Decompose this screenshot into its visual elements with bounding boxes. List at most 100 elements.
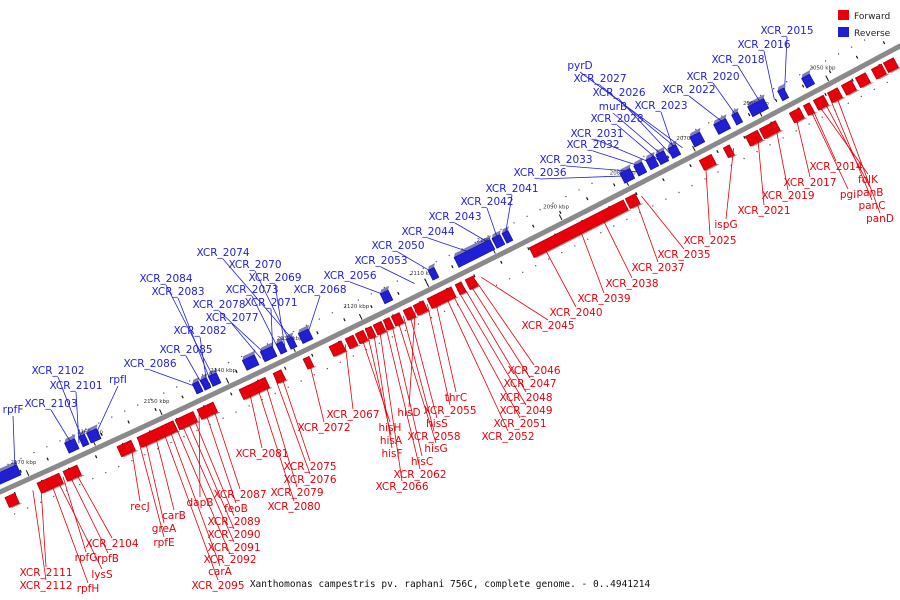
guide-dot bbox=[357, 299, 360, 301]
guide-dot bbox=[643, 155, 645, 158]
gene-label: XCR_2058 bbox=[407, 431, 460, 443]
gene-label: XCR_2014 bbox=[809, 161, 862, 173]
guide-dot bbox=[487, 235, 489, 237]
label-leader bbox=[396, 318, 437, 444]
guide-dot bbox=[565, 195, 567, 198]
guide-dot bbox=[391, 336, 394, 338]
gene-shade bbox=[876, 73, 890, 80]
label-leader bbox=[612, 112, 665, 158]
gene-label: pgi bbox=[840, 189, 856, 201]
gene-shade bbox=[243, 387, 273, 400]
guide-dot bbox=[13, 513, 16, 515]
guide-dot bbox=[513, 222, 515, 224]
guide-dot bbox=[53, 495, 55, 498]
gene-label: XCR_2052 bbox=[481, 431, 534, 443]
label-leader-lines bbox=[12, 36, 881, 584]
gene-label: XCR_2080 bbox=[267, 501, 320, 513]
guide-dot bbox=[287, 386, 289, 388]
label-leader bbox=[579, 71, 683, 149]
gene-label: XCR_2037 bbox=[631, 262, 684, 274]
label-leader bbox=[372, 330, 393, 449]
label-leader bbox=[32, 490, 47, 581]
gene-shade bbox=[0, 460, 18, 473]
guide-dot bbox=[604, 175, 606, 178]
guide-dot bbox=[157, 448, 159, 450]
gene-label: XCR_2066 bbox=[375, 481, 428, 493]
guide-dot bbox=[652, 205, 654, 207]
gene-label: XCR_2016 bbox=[737, 39, 790, 51]
axis-mark bbox=[824, 92, 827, 97]
gene-label: XCR_2055 bbox=[423, 405, 476, 417]
axis-tick bbox=[425, 281, 430, 287]
label-leader bbox=[57, 376, 84, 442]
label-leader bbox=[456, 289, 527, 406]
axis-mark bbox=[500, 260, 503, 264]
label-leader bbox=[408, 312, 438, 419]
axis-mark bbox=[46, 457, 49, 461]
gene-shade bbox=[86, 424, 98, 434]
gene-shade bbox=[454, 235, 491, 258]
gene-label: XCR_2072 bbox=[297, 422, 350, 434]
axis-mark bbox=[666, 155, 670, 159]
gene-label: XCR_2044 bbox=[401, 226, 454, 238]
gene-label: XCR_2075 bbox=[283, 461, 336, 473]
guide-dot bbox=[691, 185, 693, 187]
guide-dot bbox=[20, 457, 22, 460]
gene-label: XCR_2018 bbox=[711, 54, 764, 66]
guide-dot bbox=[873, 88, 875, 91]
gene-shade bbox=[534, 209, 632, 258]
guide-dot bbox=[435, 261, 437, 263]
gene-label: hisH bbox=[379, 422, 402, 434]
guide-dot bbox=[509, 278, 511, 280]
legend-forward-swatch bbox=[838, 10, 849, 20]
guide-dot bbox=[539, 209, 541, 211]
gene-shade bbox=[9, 503, 23, 508]
gene-shade bbox=[808, 112, 818, 116]
guide-dot bbox=[201, 374, 204, 376]
gene-shade bbox=[276, 337, 284, 345]
gene-label: XCR_2068 bbox=[293, 284, 346, 296]
guide-dot bbox=[626, 218, 628, 220]
axis-mark bbox=[801, 84, 805, 88]
axis-tick-label: 2170 kbp bbox=[10, 460, 36, 466]
label-leader bbox=[218, 310, 268, 356]
axis-mark bbox=[343, 318, 346, 322]
gene-label: XCR_2020 bbox=[686, 71, 739, 83]
guide-dot bbox=[535, 265, 537, 267]
guide-dot bbox=[756, 151, 758, 153]
guide-dots bbox=[7, 32, 888, 515]
genome-axis bbox=[0, 43, 900, 495]
label-leader bbox=[198, 413, 201, 498]
axis-mark bbox=[586, 197, 589, 201]
guide-dot bbox=[876, 32, 879, 34]
gene-features bbox=[0, 57, 900, 508]
guide-dot bbox=[422, 267, 424, 269]
label-leader bbox=[635, 199, 659, 263]
axis-mark bbox=[559, 210, 562, 215]
guide-dot bbox=[548, 258, 550, 260]
gene-label: XCR_2043 bbox=[428, 211, 481, 223]
gene-shade bbox=[349, 344, 361, 349]
gene-shade bbox=[460, 291, 470, 295]
forward-gene bbox=[812, 94, 829, 111]
gene-label: XCR_2033 bbox=[539, 154, 592, 166]
guide-dot bbox=[456, 304, 459, 306]
guide-dot bbox=[339, 361, 341, 363]
gene-label: XCR_2111 bbox=[19, 567, 72, 579]
gene-label: hisD bbox=[397, 407, 420, 419]
guide-dot bbox=[617, 169, 619, 171]
guide-dot bbox=[522, 271, 524, 273]
gene-shade bbox=[667, 140, 677, 149]
gene-label: XCR_2041 bbox=[485, 183, 538, 195]
axis-tick bbox=[558, 214, 563, 221]
guide-dot bbox=[396, 280, 398, 282]
guide-dot bbox=[240, 355, 243, 358]
gene-shade bbox=[201, 411, 221, 420]
gene-shade bbox=[277, 379, 289, 384]
gene-shade bbox=[121, 450, 139, 457]
gene-label: XCR_2042 bbox=[460, 196, 513, 208]
label-leader bbox=[254, 270, 292, 345]
label-leader bbox=[434, 300, 457, 393]
guide-dot bbox=[734, 108, 736, 110]
label-leader bbox=[384, 324, 421, 470]
